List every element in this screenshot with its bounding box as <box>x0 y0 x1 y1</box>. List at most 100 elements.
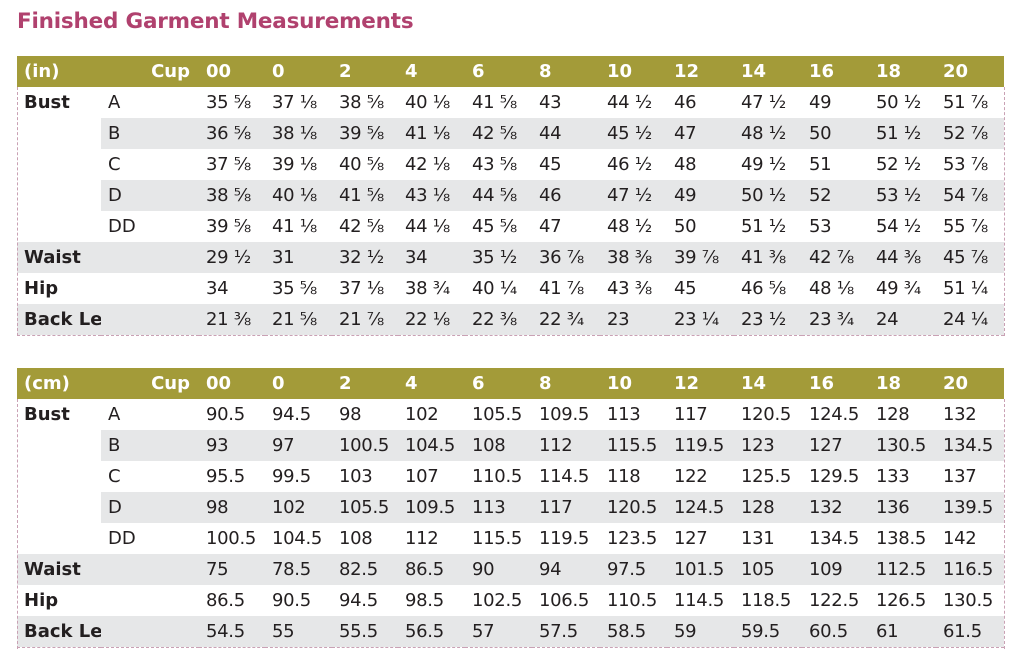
measurement-value: 45 <box>539 154 562 175</box>
measurement-value: 104.5 <box>272 528 323 549</box>
size-header: 0 <box>265 56 332 87</box>
measurement-value: 32 ½ <box>332 242 398 273</box>
size-header: 14 <box>734 368 802 399</box>
measurement-value: 129.5 <box>809 466 860 487</box>
measurement-value: 118 <box>607 466 641 487</box>
measurement-value: 24 ¼ <box>936 304 1004 336</box>
measurement-value: 49 ½ <box>741 154 786 175</box>
dashed-border-left-in <box>17 87 18 336</box>
measurement-value: 94.5 <box>339 590 378 611</box>
measurement-value: 130.5 <box>869 430 936 461</box>
cup-size-label <box>101 585 199 616</box>
measurement-value: 112 <box>532 430 600 461</box>
measurement-label: Hip <box>24 590 59 611</box>
measurement-label: Waist <box>17 242 101 273</box>
measurement-value: 38 ¾ <box>405 278 450 299</box>
measurement-label: Waist <box>17 554 101 585</box>
measurement-value: 52 <box>802 180 869 211</box>
table-row: Back Length 54.55555.556.55757.558.55959.… <box>17 616 1004 648</box>
measurement-value: 47 ½ <box>741 92 786 113</box>
measurement-value: 55.5 <box>332 616 398 648</box>
measurement-value: 98.5 <box>405 590 444 611</box>
measurement-value: 29 ½ <box>199 242 265 273</box>
cup-size-label <box>101 616 199 648</box>
size-header: 0 <box>265 368 332 399</box>
measurement-value: 51 ½ <box>741 216 786 237</box>
measurement-value: 23 ½ <box>734 304 802 336</box>
measurement-value: 102 <box>265 492 332 523</box>
cup-size-label: D <box>101 492 199 523</box>
size-header: 16 <box>802 368 869 399</box>
measurement-value: 56.5 <box>398 616 465 648</box>
measurement-value: 103 <box>339 466 373 487</box>
measurement-label: Hip <box>24 278 59 299</box>
measurement-value: 36 ⅞ <box>532 242 600 273</box>
measurement-value: 43 ⅝ <box>472 154 517 175</box>
measurement-value: 122 <box>674 466 708 487</box>
measurement-value: 44 ⅛ <box>405 216 450 237</box>
measurement-value: 36 ⅝ <box>199 118 265 149</box>
table-row: Bust A 90.5 94.5 98 102 105.5 109.5 113 117 120.5 1… <box>17 399 1004 430</box>
table-row: Bust A 35 ⅝ 37 ⅛ 38 ⅝ 40 ⅛ 41 ⅝ 43 44 ½ 46 47 ½ 49 5… <box>17 87 1004 118</box>
measurement-value: 39 ⅞ <box>667 242 734 273</box>
measurement-value: 75 <box>199 554 265 585</box>
size-header: 8 <box>532 56 600 87</box>
measurement-value: 49 <box>667 180 734 211</box>
measurement-value: 97.5 <box>600 554 667 585</box>
measurement-value: 39 ⅝ <box>332 118 398 149</box>
measurement-value: 48 ½ <box>607 216 652 237</box>
measurement-label: Bust <box>24 404 70 425</box>
measurement-value: 51 <box>809 154 832 175</box>
size-header: 20 <box>936 56 1004 87</box>
measurement-value: 109.5 <box>539 404 590 425</box>
measurement-value: 51 ¼ <box>943 278 988 299</box>
measurement-value: 31 <box>265 242 332 273</box>
measurement-value: 41 ⅞ <box>539 278 584 299</box>
measurement-value: 105.5 <box>332 492 398 523</box>
measurement-value: 54 ⅞ <box>936 180 1004 211</box>
measurement-label <box>17 211 101 242</box>
measurement-value: 55 ⅞ <box>943 216 988 237</box>
measurement-value: 98 <box>199 492 265 523</box>
cup-size-label: DD <box>108 216 136 237</box>
cup-size-label: DD <box>108 528 136 549</box>
measurement-value: 139.5 <box>936 492 1004 523</box>
measurement-value: 51 ⅞ <box>943 92 988 113</box>
measurement-value: 113 <box>465 492 532 523</box>
size-header: 8 <box>532 368 600 399</box>
measurement-value: 126.5 <box>876 590 927 611</box>
measurement-value: 43 ⅜ <box>607 278 652 299</box>
size-header: 6 <box>465 368 532 399</box>
measurement-value: 57.5 <box>532 616 600 648</box>
measurement-value: 112 <box>405 528 439 549</box>
measurement-value: 35 ⅝ <box>272 278 317 299</box>
measurement-value: 50 <box>674 216 697 237</box>
measurement-value: 42 ⅞ <box>802 242 869 273</box>
cup-size-label <box>101 554 199 585</box>
measurement-value: 46 <box>532 180 600 211</box>
measurement-value: 82.5 <box>332 554 398 585</box>
table-row: DD 100.5 104.5 108 112 115.5 119.5 123.5 127 131 1… <box>17 523 1004 554</box>
unit-label: (cm) <box>17 368 101 399</box>
measurement-value: 23 ¾ <box>802 304 869 336</box>
measurement-value: 60.5 <box>802 616 869 648</box>
cup-size-label <box>101 304 199 336</box>
measurement-value: 47 ½ <box>600 180 667 211</box>
measurement-value: 43 ⅛ <box>398 180 465 211</box>
measurement-value: 43 <box>539 92 562 113</box>
measurement-value: 39 ⅛ <box>272 154 317 175</box>
cup-size-label: A <box>108 404 121 425</box>
size-header: 16 <box>802 56 869 87</box>
measurement-value: 41 ⅝ <box>332 180 398 211</box>
size-header: 18 <box>869 56 936 87</box>
measurement-value: 48 ⅛ <box>809 278 854 299</box>
measurement-value: 42 ⅝ <box>465 118 532 149</box>
measurement-value: 120.5 <box>741 404 792 425</box>
measurement-value: 115.5 <box>472 528 523 549</box>
measurement-value: 39 ⅝ <box>206 216 251 237</box>
measurement-value: 110.5 <box>472 466 523 487</box>
size-header: 20 <box>936 368 1004 399</box>
unit-label: (in) <box>17 56 101 87</box>
measurement-value: 117 <box>532 492 600 523</box>
measurement-value: 93 <box>199 430 265 461</box>
